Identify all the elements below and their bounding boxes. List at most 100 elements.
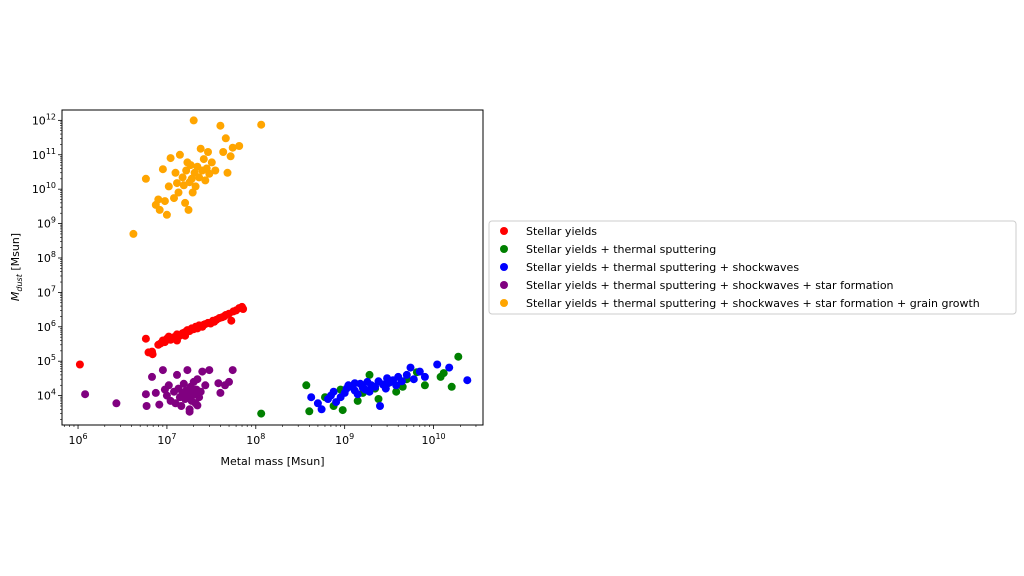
data-point — [365, 387, 374, 396]
legend-label: Stellar yields + thermal sputtering + sh… — [526, 279, 894, 292]
data-point — [305, 407, 314, 416]
data-point — [406, 363, 415, 372]
data-point — [179, 379, 188, 388]
data-point — [205, 169, 214, 178]
data-point — [365, 370, 374, 379]
data-point — [185, 407, 194, 416]
data-point — [181, 198, 190, 207]
legend-label: Stellar yields + thermal sputtering — [526, 243, 716, 256]
data-point — [141, 174, 150, 183]
tick-label: 109 — [37, 216, 56, 231]
data-point — [201, 176, 210, 185]
legend-marker — [500, 227, 508, 235]
data-point — [338, 406, 347, 415]
data-point — [225, 377, 233, 386]
data-point — [223, 168, 232, 177]
data-point — [164, 381, 173, 390]
data-point — [392, 381, 401, 390]
data-point — [226, 152, 235, 161]
data-point — [239, 305, 248, 313]
data-point — [198, 367, 207, 376]
data-point — [187, 174, 196, 183]
data-point — [171, 168, 180, 177]
data-point — [177, 402, 186, 410]
tick-label: 108 — [246, 432, 265, 447]
data-point — [164, 182, 173, 191]
data-point — [193, 401, 202, 410]
tick-label: 1010 — [421, 432, 445, 447]
data-point — [307, 393, 316, 402]
data-point — [174, 188, 183, 197]
tick-label: 108 — [37, 250, 56, 265]
data-point — [81, 390, 90, 399]
x-axis-label: Metal mass [Msun] — [220, 455, 324, 468]
data-point — [350, 379, 359, 388]
data-point — [420, 381, 429, 390]
y-axis-ticks: 104 105 106 107 108 109 1010 1011 1012 — [32, 112, 62, 420]
data-point — [173, 336, 181, 345]
data-point — [182, 166, 191, 175]
data-point — [257, 120, 266, 129]
data-point — [199, 155, 208, 164]
data-point — [196, 387, 205, 396]
data-point — [228, 366, 237, 375]
data-point — [381, 384, 390, 393]
data-point — [199, 320, 208, 329]
data-point — [155, 400, 164, 409]
data-point — [415, 367, 424, 376]
tick-label: 107 — [157, 432, 176, 447]
data-point — [173, 370, 181, 379]
data-point — [160, 197, 169, 206]
series-3 — [81, 366, 237, 416]
tick-label: 107 — [37, 284, 56, 299]
data-point — [158, 366, 167, 375]
data-point — [397, 377, 406, 386]
data-point — [205, 366, 214, 375]
data-point — [402, 370, 411, 379]
data-point — [204, 148, 212, 156]
data-point — [151, 388, 160, 397]
data-point — [353, 396, 362, 405]
legend-marker — [500, 281, 508, 289]
legend-label: Stellar yields — [526, 225, 597, 238]
data-point — [173, 179, 181, 188]
data-point — [302, 381, 311, 390]
data-point — [170, 194, 178, 203]
legend-marker — [500, 263, 508, 271]
legend-box — [488, 220, 1017, 315]
data-point — [210, 317, 219, 326]
data-point — [235, 142, 244, 150]
tick-label: 104 — [37, 388, 56, 403]
tick-label: 106 — [37, 319, 56, 334]
data-point — [142, 402, 151, 410]
data-point — [129, 229, 138, 238]
data-point — [216, 121, 225, 130]
data-point — [313, 399, 322, 408]
data-point — [186, 161, 195, 170]
data-point — [227, 316, 236, 325]
data-point — [188, 188, 197, 197]
tick-label: 105 — [37, 353, 56, 368]
data-point — [317, 405, 326, 414]
data-point — [219, 148, 228, 156]
data-point — [148, 372, 156, 381]
tick-label: 1010 — [32, 181, 56, 196]
data-point — [193, 324, 202, 333]
legend-label: Stellar yields + thermal sputtering + sh… — [526, 297, 980, 310]
data-point — [439, 369, 448, 378]
data-point — [175, 150, 184, 159]
tick-label: 1012 — [32, 112, 56, 127]
data-point — [184, 205, 193, 214]
data-point — [141, 334, 150, 343]
data-point — [201, 381, 210, 390]
data-point — [195, 173, 204, 182]
legend-marker — [500, 299, 508, 307]
points-layer — [75, 116, 472, 418]
data-point — [154, 195, 163, 204]
data-point — [155, 205, 164, 214]
data-point — [207, 158, 216, 167]
data-point — [178, 173, 187, 182]
tick-label: 1011 — [32, 147, 56, 162]
data-point — [228, 143, 237, 152]
